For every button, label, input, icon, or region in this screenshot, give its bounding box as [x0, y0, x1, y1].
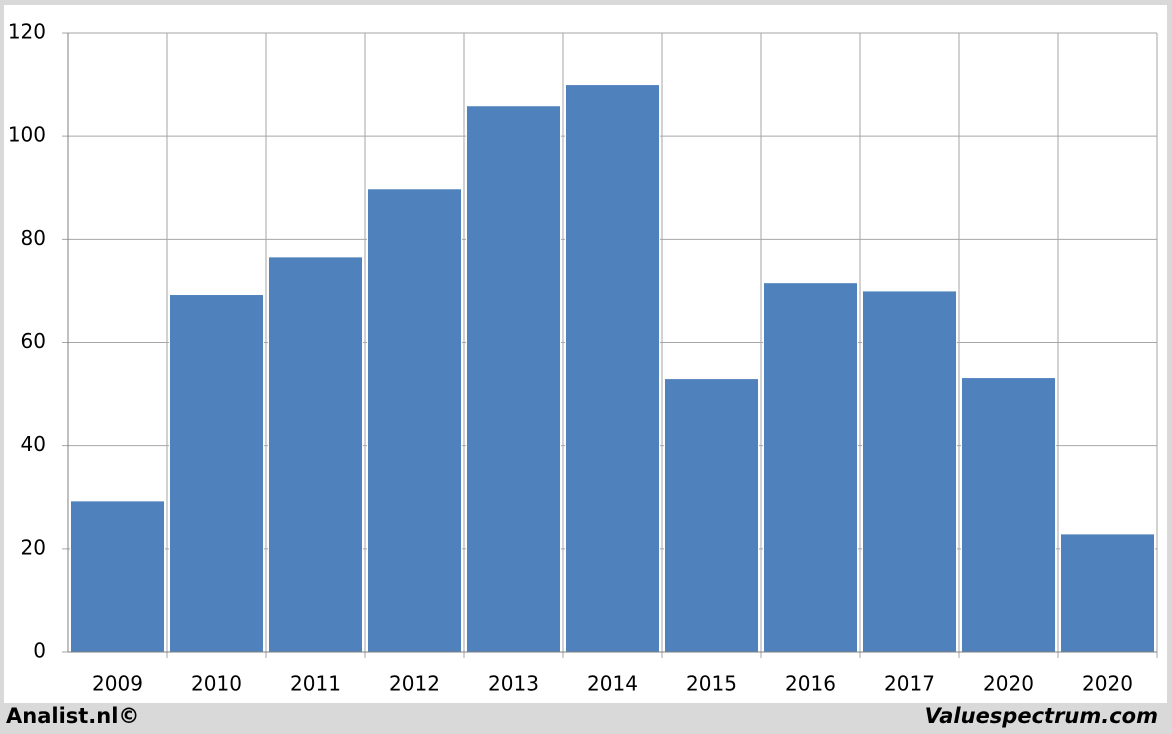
x-tick-label: 2013: [488, 672, 539, 696]
y-tick-label: 20: [21, 535, 46, 559]
bar: [960, 377, 1057, 653]
bar: [69, 500, 166, 653]
x-tick-label: 2020: [1082, 672, 1133, 696]
x-tick-label: 2015: [686, 672, 737, 696]
bar: [366, 188, 463, 653]
footer-left: Analist.nl©: [6, 704, 139, 728]
x-tick-label: 2010: [191, 672, 242, 696]
x-tick-label: 2009: [92, 672, 143, 696]
x-tick-label: 2011: [290, 672, 341, 696]
bar: [564, 84, 661, 653]
x-tick-label: 2012: [389, 672, 440, 696]
y-tick-label: 40: [21, 432, 46, 456]
footer-right: Valuespectrum.com: [925, 704, 1158, 728]
bar: [465, 105, 562, 653]
x-tick-label: 2017: [884, 672, 935, 696]
bar: [861, 290, 958, 653]
x-tick-label: 2016: [785, 672, 836, 696]
y-tick-label: 0: [33, 639, 46, 663]
y-tick-label: 120: [8, 20, 46, 44]
y-tick-label: 60: [21, 329, 46, 353]
bar: [762, 282, 859, 653]
y-tick-label: 100: [8, 123, 46, 147]
bar: [168, 294, 265, 653]
bar: [663, 378, 760, 653]
y-tick-label: 80: [21, 226, 46, 250]
bar: [267, 256, 364, 653]
x-tick-label: 2020: [983, 672, 1034, 696]
bar: [1059, 533, 1156, 653]
x-tick-label: 2014: [587, 672, 638, 696]
